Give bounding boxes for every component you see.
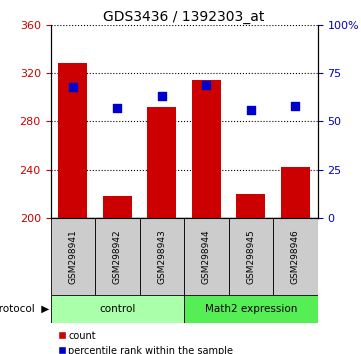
Point <box>159 93 165 99</box>
Text: GSM298945: GSM298945 <box>247 229 255 284</box>
Bar <box>236 194 265 218</box>
Point <box>292 103 298 109</box>
Bar <box>192 80 221 218</box>
Bar <box>229 218 273 295</box>
Bar <box>140 218 184 295</box>
Bar <box>184 295 318 323</box>
Point <box>70 84 76 90</box>
Text: Math2 expression: Math2 expression <box>205 304 297 314</box>
Legend: count, percentile rank within the sample: count, percentile rank within the sample <box>55 327 237 354</box>
Bar <box>281 167 310 218</box>
Text: GSM298942: GSM298942 <box>113 229 122 284</box>
Bar <box>51 218 95 295</box>
Bar <box>95 218 140 295</box>
Point <box>248 107 254 113</box>
Title: GDS3436 / 1392303_at: GDS3436 / 1392303_at <box>103 10 265 24</box>
Bar <box>103 196 132 218</box>
Text: control: control <box>99 304 135 314</box>
Bar <box>147 107 176 218</box>
Text: GSM298944: GSM298944 <box>202 229 211 284</box>
Bar <box>58 63 87 218</box>
Text: GSM298943: GSM298943 <box>157 229 166 284</box>
Point <box>204 82 209 87</box>
Text: GSM298946: GSM298946 <box>291 229 300 284</box>
Bar <box>273 218 318 295</box>
Text: protocol  ▶: protocol ▶ <box>0 304 50 314</box>
Bar <box>184 218 229 295</box>
Bar <box>51 295 184 323</box>
Text: GSM298941: GSM298941 <box>68 229 77 284</box>
Point <box>114 105 120 111</box>
